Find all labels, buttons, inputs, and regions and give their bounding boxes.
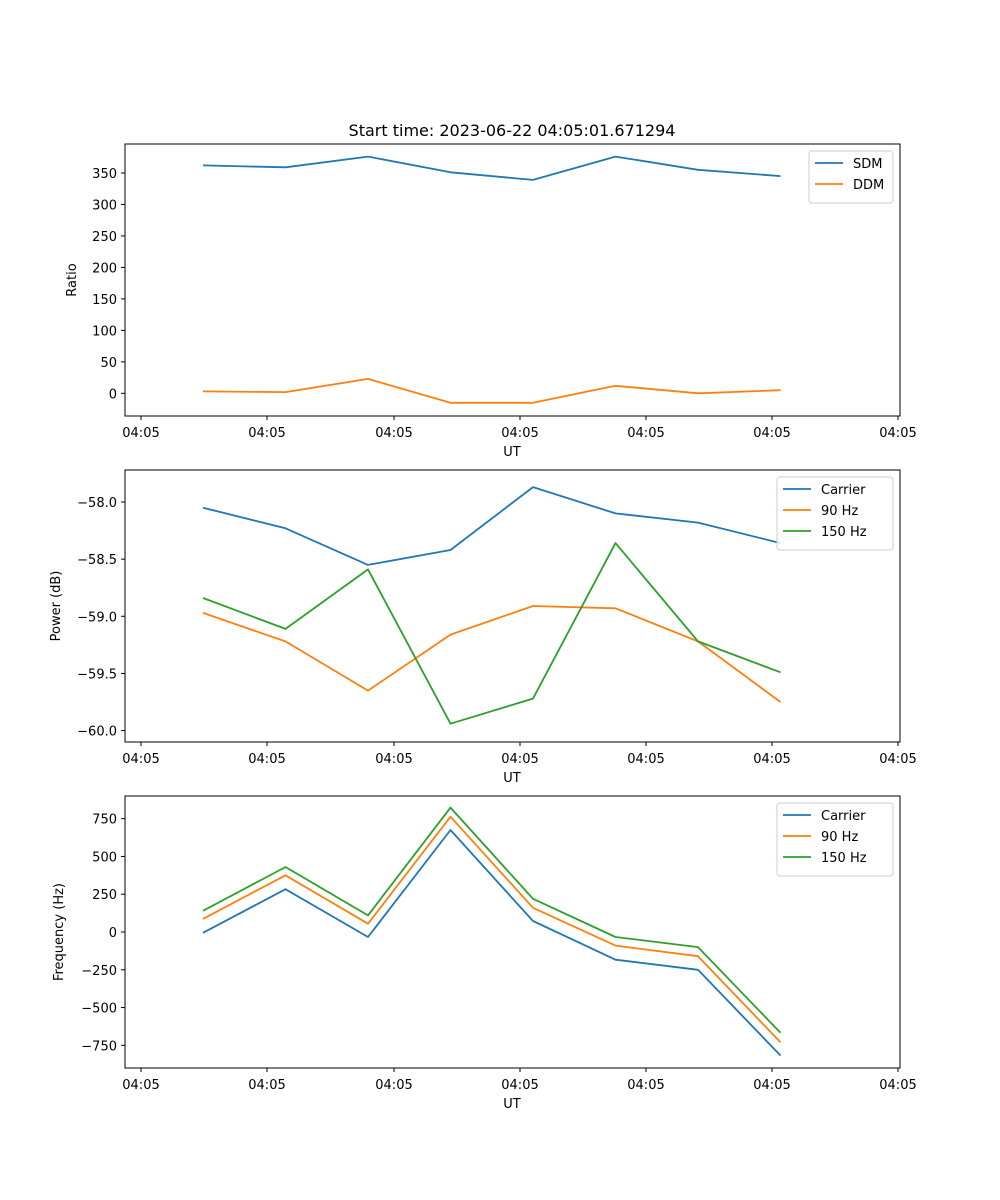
legend-label: Carrier [821,483,866,498]
x-tick-label: 04:05 [627,1078,664,1093]
y-tick-label: 150 [92,293,117,308]
x-tick-label: 04:05 [248,752,285,767]
x-tick-label: 04:05 [248,426,285,441]
x-tick-label: 04:05 [753,1078,790,1093]
figure-title: Start time: 2023-06-22 04:05:01.671294 [349,121,676,140]
y-tick-label: −59.0 [77,610,117,625]
y-tick-label: −750 [81,1039,117,1054]
y-tick-label: 500 [92,850,117,865]
x-axis-label: UT [503,771,521,786]
x-tick-label: 04:05 [501,1078,538,1093]
series-line-ddm [202,377,781,404]
x-tick-label: 04:05 [248,1078,285,1093]
y-axis-label: Power (dB) [49,571,64,642]
y-tick-label: 100 [92,324,117,339]
series-line-90-hz [202,815,782,1043]
x-tick-label: 04:05 [375,426,412,441]
legend-label: 90 Hz [821,504,858,519]
x-tick-label: 04:05 [753,426,790,441]
x-tick-label: 04:05 [375,752,412,767]
y-tick-label: 250 [92,230,117,245]
y-tick-label: −58.0 [77,496,117,511]
x-axis-label: UT [503,1097,521,1112]
y-tick-label: 350 [92,167,117,182]
chart-panel-1: 04:05 04:05 04:05 04:05 04:05 04:05 04:05 UT 0 50… [65,143,917,460]
legend: SDM DDM [808,150,894,204]
y-tick-label: −250 [81,964,117,979]
y-tick-label: −58.5 [77,553,117,568]
x-tick-label: 04:05 [501,752,538,767]
series-line-sdm [202,155,781,181]
y-tick-label: 750 [92,813,117,828]
series-line-carrier [202,486,781,566]
chart-panel-3: 04:05 04:05 04:05 04:05 04:05 04:05 04:05 UT −75… [52,795,917,1112]
legend: Carrier 90 Hz 150 Hz [776,802,894,877]
x-tick-label: 04:05 [501,426,538,441]
y-tick-label: 0 [109,387,117,402]
legend-label: 90 Hz [821,830,858,845]
y-tick-label: 200 [92,261,117,276]
series-line-150-hz [202,542,781,725]
x-tick-label: 04:05 [122,752,159,767]
y-tick-label: 50 [100,356,117,371]
x-tick-label: 04:05 [879,426,916,441]
legend-label: DDM [853,178,884,193]
y-tick-label: −59.5 [77,667,117,682]
x-tick-label: 04:05 [375,1078,412,1093]
series-line-carrier [202,829,782,1057]
x-tick-label: 04:05 [627,426,664,441]
legend: Carrier 90 Hz 150 Hz [776,476,894,551]
x-tick-label: 04:05 [627,752,664,767]
legend-label: 150 Hz [821,525,867,540]
x-tick-label: 04:05 [879,752,916,767]
y-tick-label: −500 [81,1002,117,1017]
legend-label: SDM [853,157,882,172]
y-tick-label: 0 [109,926,117,941]
legend-box [808,150,894,204]
chart-panel-2: 04:05 04:05 04:05 04:05 04:05 04:05 04:05 UT −60… [49,469,917,786]
x-tick-label: 04:05 [879,1078,916,1093]
x-tick-label: 04:05 [122,426,159,441]
series-line-90-hz [202,605,782,703]
y-tick-label: 300 [92,198,117,213]
x-tick-label: 04:05 [122,1078,159,1093]
axes-frame [124,143,901,417]
x-axis-label: UT [503,445,521,460]
y-axis-label: Frequency (Hz) [52,883,67,981]
legend-label: Carrier [821,809,866,824]
y-axis-label: Ratio [65,263,80,296]
y-tick-label: 250 [92,888,117,903]
axes-frame [124,469,901,743]
legend-label: 150 Hz [821,851,867,866]
x-tick-label: 04:05 [753,752,790,767]
series-line-150-hz [202,806,782,1034]
y-tick-label: −60.0 [77,725,117,740]
panels: 04:05 04:05 04:05 04:05 04:05 04:05 04:05 UT 0 50… [49,143,917,1112]
